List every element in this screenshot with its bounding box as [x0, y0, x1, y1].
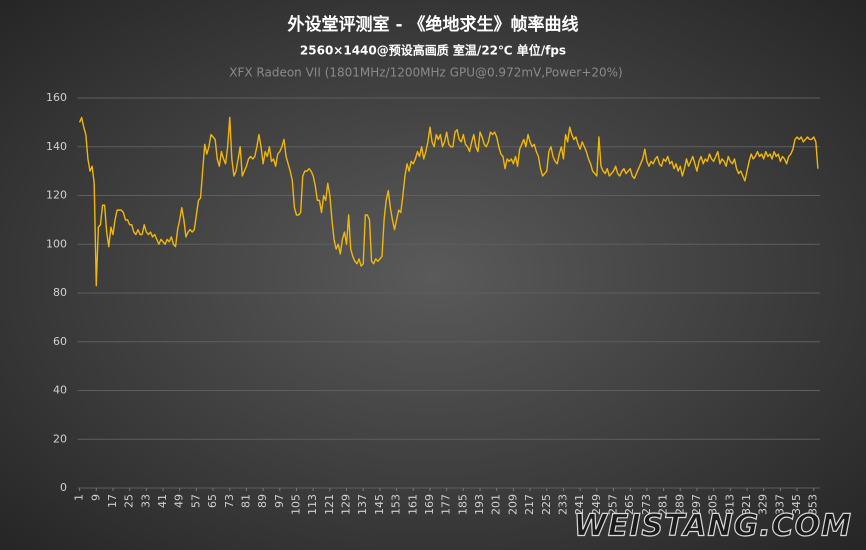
x-tick-label: 273 — [640, 494, 653, 515]
x-tick-label: 9 — [89, 494, 102, 501]
x-tick-label: 313 — [723, 494, 736, 515]
x-tick-label: 17 — [106, 494, 119, 508]
x-tick-label: 1 — [73, 494, 86, 501]
x-tick-label: 321 — [740, 494, 753, 515]
x-tick-label: 81 — [239, 494, 252, 508]
x-tick-label: 249 — [590, 494, 603, 515]
x-tick-label: 89 — [256, 494, 269, 508]
x-tick-label: 297 — [690, 494, 703, 515]
y-tick-label: 60 — [53, 335, 67, 348]
y-tick-label: 100 — [46, 237, 67, 250]
x-tick-label: 153 — [390, 494, 403, 515]
x-tick-label: 241 — [573, 494, 586, 515]
y-tick-label: 40 — [53, 384, 67, 397]
x-tick-label: 49 — [173, 494, 186, 508]
x-tick-label: 161 — [406, 494, 419, 515]
data-line — [78, 116, 819, 287]
x-tick-label: 185 — [456, 494, 469, 515]
x-tick-label: 233 — [556, 494, 569, 515]
watermark: WEISTANG.COM — [574, 509, 852, 544]
x-tick-label: 201 — [490, 494, 503, 515]
x-tick-label: 345 — [790, 494, 803, 515]
x-tick-label: 73 — [223, 494, 236, 508]
x-tick-label: 193 — [473, 494, 486, 515]
x-tick-label: 337 — [773, 494, 786, 515]
y-tick-label: 140 — [46, 140, 67, 153]
x-tick-label: 289 — [673, 494, 686, 515]
x-tick-label: 33 — [139, 494, 152, 508]
x-tick-label: 305 — [707, 494, 720, 515]
x-tick-label: 209 — [506, 494, 519, 515]
chart-caption: XFX Radeon VII (1801MHz/1200MHz GPU@0.97… — [229, 66, 623, 80]
x-tick-label: 265 — [623, 494, 636, 515]
x-tick-label: 105 — [289, 494, 302, 515]
x-tick-label: 129 — [340, 494, 353, 515]
x-tick-label: 225 — [540, 494, 553, 515]
x-tick-label: 217 — [523, 494, 536, 515]
chart-title: 外设堂评测室 - 《绝地求生》帧率曲线 — [288, 14, 579, 35]
x-tick-label: 97 — [273, 494, 286, 508]
x-tick-label: 25 — [123, 494, 136, 508]
x-tick-label: 137 — [356, 494, 369, 515]
x-tick-label: 177 — [440, 494, 453, 515]
x-tick-label: 121 — [323, 494, 336, 515]
x-tick-label: 169 — [423, 494, 436, 515]
x-tick-label: 353 — [807, 494, 820, 515]
x-tick-label: 257 — [607, 494, 620, 515]
x-tick-label: 329 — [757, 494, 770, 515]
y-tick-label: 0 — [60, 481, 67, 494]
y-tick-label: 80 — [53, 286, 67, 299]
chart-subtitle: 2560×1440@预设高画质 室温/22℃ 单位/fps — [300, 43, 566, 58]
x-tick-label: 113 — [306, 494, 319, 515]
x-tick-label: 65 — [206, 494, 219, 508]
x-tick-label: 41 — [156, 494, 169, 508]
x-tick-label: 57 — [189, 494, 202, 508]
plot — [78, 116, 819, 287]
y-tick-label: 160 — [46, 91, 67, 104]
x-tick-label: 281 — [657, 494, 670, 515]
y-tick-label: 120 — [46, 189, 67, 202]
x-tick-label: 145 — [373, 494, 386, 515]
y-tick-label: 20 — [53, 432, 67, 445]
